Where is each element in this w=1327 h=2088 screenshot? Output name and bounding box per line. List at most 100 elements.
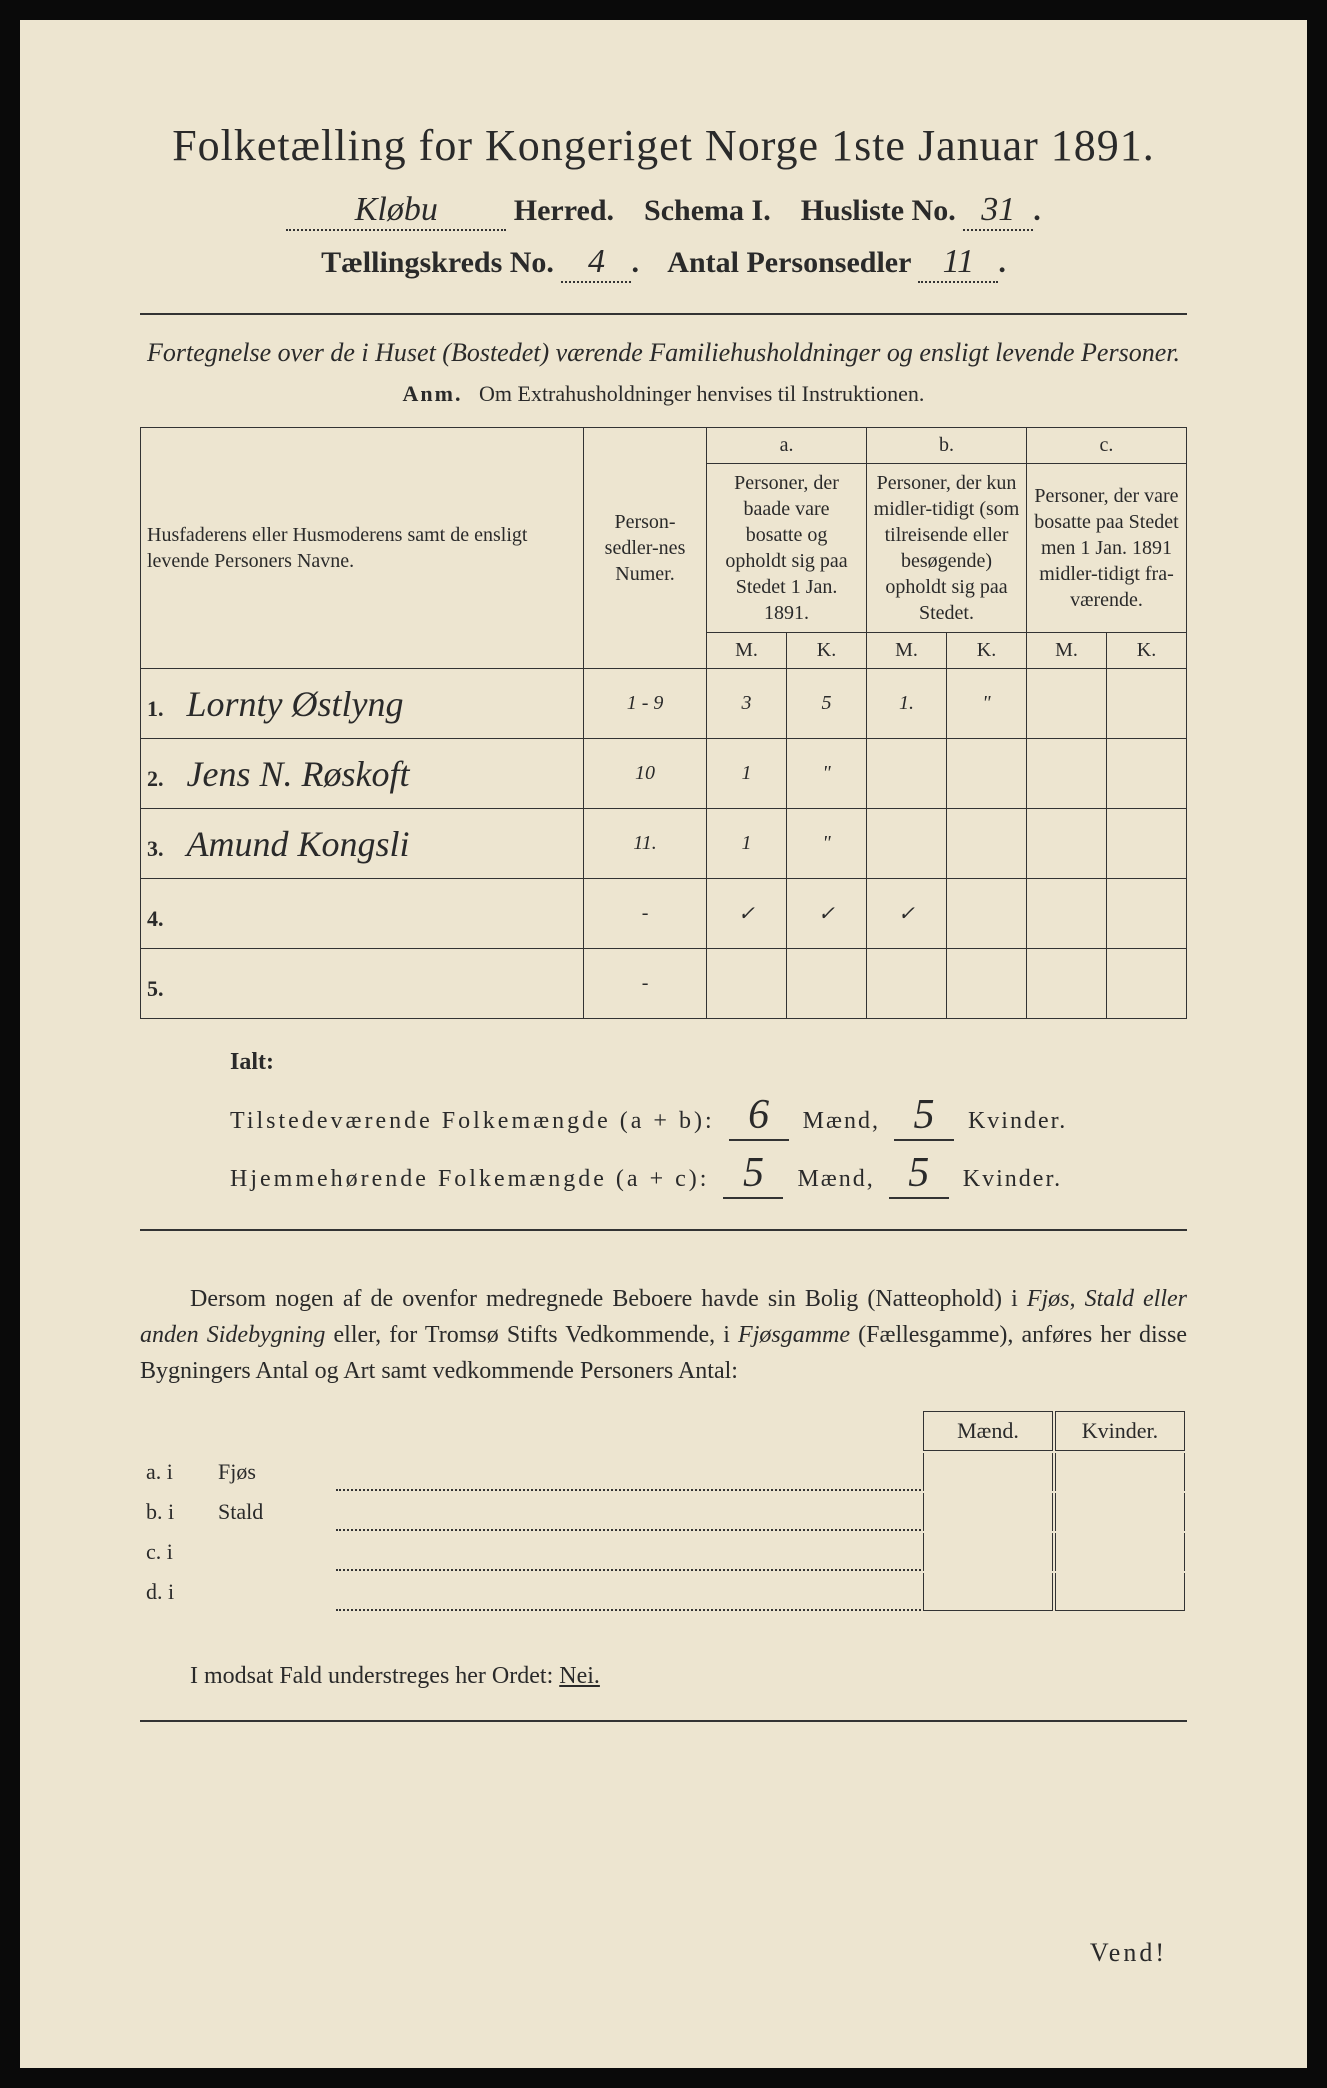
anm-text: Om Extrahusholdninger henvises til Instr… <box>479 381 924 406</box>
row-name-cell: 3. Amund Kongsli <box>141 809 584 879</box>
cell-cm <box>1026 669 1106 739</box>
sidebyg-row: b. iStald <box>142 1493 1185 1531</box>
totals-maend-2: Mænd, <box>797 1166 874 1192</box>
cell-am: 1 <box>707 809 787 879</box>
sidebyg-m <box>923 1573 1053 1611</box>
cell-numer: 11. <box>584 809 707 879</box>
sidebyg-row: a. iFjøs <box>142 1453 1185 1491</box>
col-c-header: Personer, der vare bosatte paa Stedet me… <box>1026 464 1186 633</box>
cell-cm <box>1026 739 1106 809</box>
totals-2-m: 5 <box>723 1149 783 1199</box>
cell-ak: " <box>787 809 867 879</box>
col-a-m: M. <box>707 633 787 669</box>
page-title: Folketælling for Kongeriget Norge 1ste J… <box>140 120 1187 171</box>
cell-bk <box>947 809 1027 879</box>
col-b-top: b. <box>867 428 1027 464</box>
row-number: 5. <box>147 976 172 1001</box>
totals-2-label: Hjemmehørende Folkemængde (a + c): <box>230 1166 709 1192</box>
table-row: 3. Amund Kongsli11.1" <box>141 809 1187 879</box>
table-row: 1. Lornty Østlyng1 - 9351." <box>141 669 1187 739</box>
sidebyg-k <box>1055 1453 1185 1491</box>
row-name-cell: 4. <box>141 879 584 949</box>
cell-cm <box>1026 879 1106 949</box>
sidebyg-row: c. i <box>142 1533 1185 1571</box>
row-name <box>172 894 182 934</box>
census-form-page: Folketælling for Kongeriget Norge 1ste J… <box>20 20 1307 2068</box>
cell-am: ✓ <box>707 879 787 949</box>
sidebyg-kvinder-header: Kvinder. <box>1055 1411 1185 1451</box>
divider-3 <box>140 1720 1187 1722</box>
row-name: Lornty Østlyng <box>177 684 404 724</box>
husliste-value: 31 <box>963 191 1033 231</box>
anm-label: Anm. <box>403 381 463 406</box>
col-a-header: Personer, der baade vare bosatte og opho… <box>707 464 867 633</box>
col-c-m: M. <box>1026 633 1106 669</box>
col-b-m: M. <box>867 633 947 669</box>
sidebyg-label: d. i <box>142 1573 212 1611</box>
row-number: 2. <box>147 766 172 791</box>
sidebyg-name: Stald <box>214 1493 334 1531</box>
bottom-text: I modsat Fald understreges her Ordet: <box>190 1663 559 1689</box>
cell-cm <box>1026 949 1106 1019</box>
kreds-label: Tællingskreds No. <box>321 246 554 279</box>
sidebyg-paragraph: Dersom nogen af de ovenfor medregnede Be… <box>140 1281 1187 1389</box>
subtitle: Fortegnelse over de i Huset (Bostedet) v… <box>140 335 1187 371</box>
kreds-value: 4 <box>561 243 631 283</box>
cell-bm <box>867 949 947 1019</box>
vend-label: Vend! <box>1090 1938 1167 1968</box>
cell-bk: " <box>947 669 1027 739</box>
cell-numer: 10 <box>584 739 707 809</box>
para-1d: Fjøsgamme <box>738 1322 850 1348</box>
cell-bm <box>867 809 947 879</box>
sidebyg-table: Mænd. Kvinder. a. iFjøsb. iStaldc. id. i <box>140 1409 1187 1613</box>
cell-ck <box>1106 809 1186 879</box>
cell-cm <box>1026 809 1106 879</box>
col-names-header: Husfaderens eller Husmoderens samt de en… <box>141 428 584 669</box>
sidebyg-dotted <box>336 1493 921 1531</box>
bottom-line: I modsat Fald understreges her Ordet: Ne… <box>140 1663 1187 1690</box>
sidebyg-label: a. i <box>142 1453 212 1491</box>
cell-ck <box>1106 949 1186 1019</box>
para-1c: eller, for Tromsø Stifts Vedkommende, i <box>325 1322 738 1348</box>
schema-label: Schema I. <box>644 194 771 227</box>
cell-numer: - <box>584 879 707 949</box>
row-number: 4. <box>147 906 172 931</box>
sidebyg-label: c. i <box>142 1533 212 1571</box>
row-name: Jens N. Røskoft <box>177 754 410 794</box>
row-name-cell: 5. <box>141 949 584 1019</box>
cell-ck <box>1106 669 1186 739</box>
cell-am <box>707 949 787 1019</box>
sidebyg-m <box>923 1533 1053 1571</box>
header-line-1: Kløbu Herred. Schema I. Husliste No. 31. <box>140 191 1187 231</box>
table-row: 5. - <box>141 949 1187 1019</box>
row-name <box>172 964 182 1004</box>
cell-am: 1 <box>707 739 787 809</box>
cell-ak: ✓ <box>787 879 867 949</box>
cell-am: 3 <box>707 669 787 739</box>
sidebyg-m <box>923 1493 1053 1531</box>
cell-bm: 1. <box>867 669 947 739</box>
sidebyg-k <box>1055 1533 1185 1571</box>
sidebyg-dotted <box>336 1533 921 1571</box>
nei-word: Nei. <box>559 1663 600 1689</box>
sidebyg-k <box>1055 1493 1185 1531</box>
col-b-k: K. <box>947 633 1027 669</box>
sidebyg-m <box>923 1453 1053 1491</box>
sidebyg-dotted <box>336 1453 921 1491</box>
cell-ak: " <box>787 739 867 809</box>
husliste-label: Husliste No. <box>801 194 956 227</box>
col-a-k: K. <box>787 633 867 669</box>
antal-value: 11 <box>918 243 998 283</box>
herred-label: Herred. <box>514 194 614 227</box>
col-c-top: c. <box>1026 428 1186 464</box>
totals-1-k: 5 <box>894 1091 954 1141</box>
cell-numer: 1 - 9 <box>584 669 707 739</box>
totals-1-m: 6 <box>729 1091 789 1141</box>
census-table: Husfaderens eller Husmoderens samt de en… <box>140 427 1187 1019</box>
row-name-cell: 1. Lornty Østlyng <box>141 669 584 739</box>
row-name: Amund Kongsli <box>177 824 410 864</box>
cell-bk <box>947 739 1027 809</box>
sidebyg-k <box>1055 1573 1185 1611</box>
cell-bk <box>947 879 1027 949</box>
cell-numer: - <box>584 949 707 1019</box>
